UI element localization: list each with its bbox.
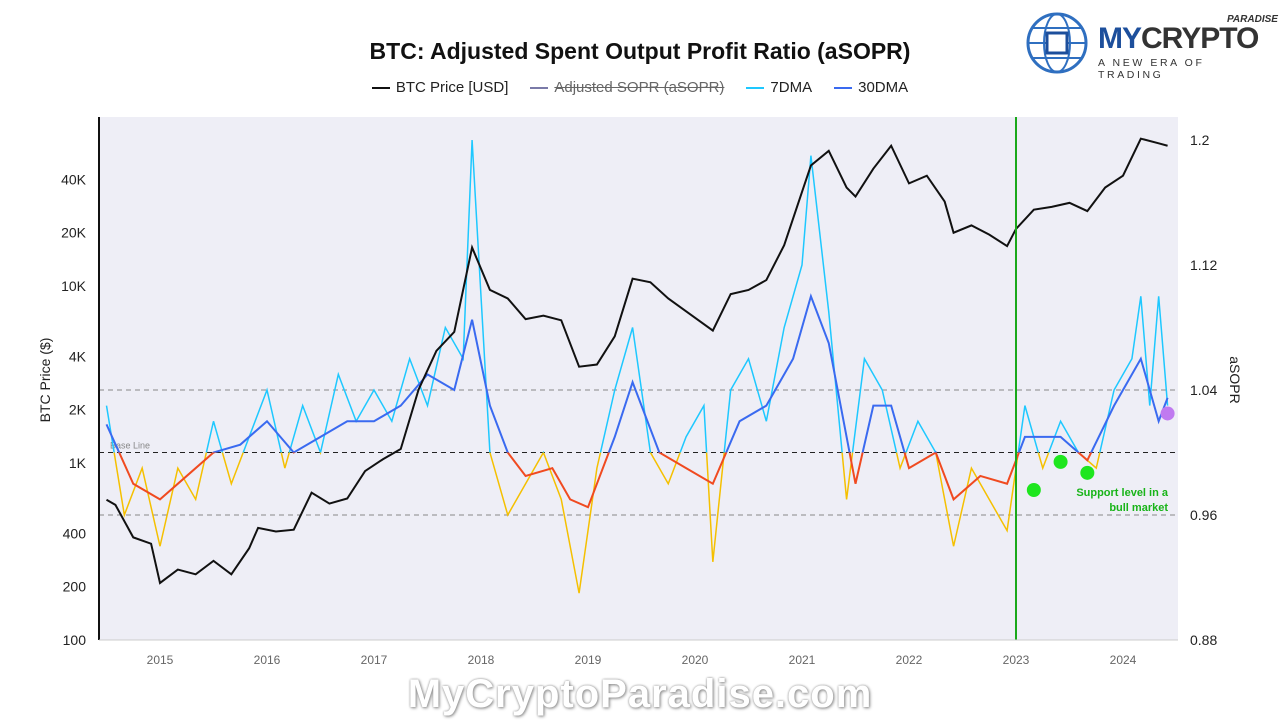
x-tick-label: 2019 <box>575 653 602 667</box>
support-dot <box>1026 483 1041 497</box>
logo-tagline: A NEW ERA OF TRADING <box>1098 57 1205 81</box>
globe-chip-icon <box>1026 12 1088 74</box>
y2-tick-label: 0.96 <box>1190 507 1217 523</box>
x-tick-label: 2017 <box>361 653 388 667</box>
asopr_30dma-line-above <box>105 293 1169 453</box>
asopr_7dma-line-above <box>105 139 1169 453</box>
y2-axis-label: aSOPR <box>1227 356 1243 403</box>
x-tick-label: 2023 <box>1003 653 1030 667</box>
x-tick-label: 2018 <box>468 653 495 667</box>
x-tick-label: 2021 <box>789 653 816 667</box>
legend-label: 7DMA <box>770 79 813 96</box>
y-tick-label: 10K <box>61 278 87 294</box>
y-tick-label: 200 <box>63 579 87 595</box>
btc-price-line <box>106 137 1168 585</box>
watermark: MyCryptoParadise.com <box>407 672 873 716</box>
y2-tick-label: 1.04 <box>1190 382 1217 398</box>
current-dot <box>1160 406 1175 421</box>
x-tick-label: 2022 <box>896 653 923 667</box>
support-dot <box>1080 465 1095 480</box>
legend-item-7dma[interactable]: 7DMA <box>746 79 812 96</box>
plot-background <box>99 117 1178 640</box>
y-tick-label: 100 <box>63 632 87 648</box>
legend-label: BTC Price [USD] <box>395 79 509 96</box>
y-tick-label: 4K <box>69 348 87 364</box>
x-tick-label: 2015 <box>147 653 174 667</box>
y-tick-label: 2K <box>69 402 87 418</box>
logo: MYCRYPTO PARADISE A NEW ERA OF TRADING <box>1022 8 1278 81</box>
legend-label: 30DMA <box>858 79 909 96</box>
support-dot <box>1053 454 1068 469</box>
y2-tick-label: 1.12 <box>1190 257 1217 273</box>
y-tick-label: 400 <box>63 525 87 541</box>
x-tick-label: 2016 <box>254 653 281 667</box>
legend: BTC Price [USD] Adjusted SOPR (aSOPR) 7D… <box>0 79 1280 96</box>
asopr_30dma-line-below <box>118 452 1093 509</box>
legend-label: Adjusted SOPR (aSOPR) <box>554 79 725 96</box>
y-tick-label: 1K <box>69 455 87 471</box>
x-tick-label: 2024 <box>1110 653 1137 667</box>
legend-item-asopr[interactable]: Adjusted SOPR (aSOPR) <box>530 79 724 96</box>
baseline-label: Base Line <box>110 441 150 451</box>
support-annotation: Support level in a <box>1076 487 1169 499</box>
y-tick-label: 40K <box>61 171 87 187</box>
support-annotation: bull market <box>1109 502 1168 514</box>
legend-item-30dma[interactable]: 30DMA <box>834 79 908 96</box>
logo-text-a: MY <box>1098 22 1142 55</box>
chart-title: BTC: Adjusted Spent Output Profit Ratio … <box>369 38 911 64</box>
y2-tick-label: 0.88 <box>1190 632 1217 648</box>
legend-item-price[interactable]: BTC Price [USD] <box>371 79 509 96</box>
x-tick-label: 2020 <box>682 653 709 667</box>
logo-sup: PARADISE <box>1227 14 1278 25</box>
y-tick-label: 20K <box>61 225 87 241</box>
logo-text-b: CRYPTO <box>1141 22 1259 55</box>
y2-tick-label: 1.2 <box>1190 132 1210 148</box>
y-axis-label: BTC Price ($) <box>37 338 53 423</box>
